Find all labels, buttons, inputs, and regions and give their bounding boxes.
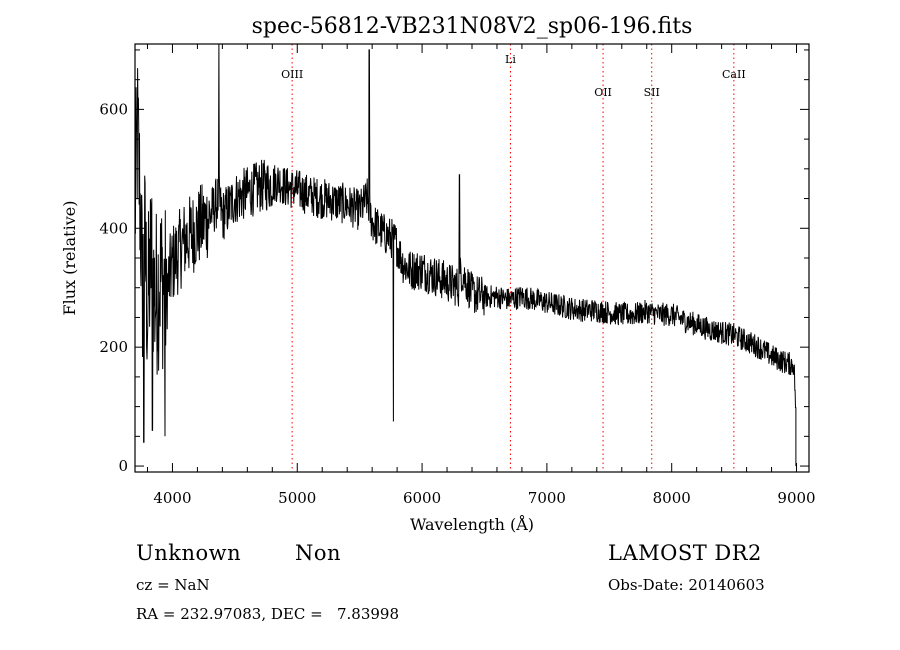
plot-frame xyxy=(134,43,810,473)
survey-name: LAMOST DR2 xyxy=(608,541,762,565)
x-tick-label: 8000 xyxy=(653,489,691,507)
x-axis-label: Wavelength (Å) xyxy=(410,514,534,534)
y-tick-label: 0 xyxy=(118,457,128,475)
y-tick-label: 400 xyxy=(99,219,128,237)
spectrum-series-line xyxy=(134,43,797,467)
y-tick-label: 200 xyxy=(99,338,128,356)
ra-dec-coordinates: RA = 232.97083, DEC = 7.83998 xyxy=(136,605,400,623)
spectral-line-label: OII xyxy=(594,86,612,99)
x-tick-label: 7000 xyxy=(528,489,566,507)
x-tick-label: 9000 xyxy=(777,489,815,507)
spectral-line-label: CaII xyxy=(722,68,746,81)
x-tick-label: 4000 xyxy=(153,489,191,507)
x-tick-label: 6000 xyxy=(403,489,441,507)
y-axis-label: Flux (relative) xyxy=(60,201,79,316)
redshift-cz: cz = NaN xyxy=(136,576,210,594)
chart-title: spec-56812-VB231N08V2_sp06-196.fits xyxy=(252,14,693,39)
object-subclass: Non xyxy=(295,541,342,565)
spectral-line-label: SII xyxy=(644,86,660,99)
x-tick-label: 5000 xyxy=(278,489,316,507)
y-tick-label: 600 xyxy=(99,100,128,118)
object-class: Unknown xyxy=(136,541,242,565)
spectral-line-label: OIII xyxy=(281,68,303,81)
observation-date: Obs-Date: 20140603 xyxy=(608,576,765,594)
spectral-line-label: Li xyxy=(505,53,516,66)
